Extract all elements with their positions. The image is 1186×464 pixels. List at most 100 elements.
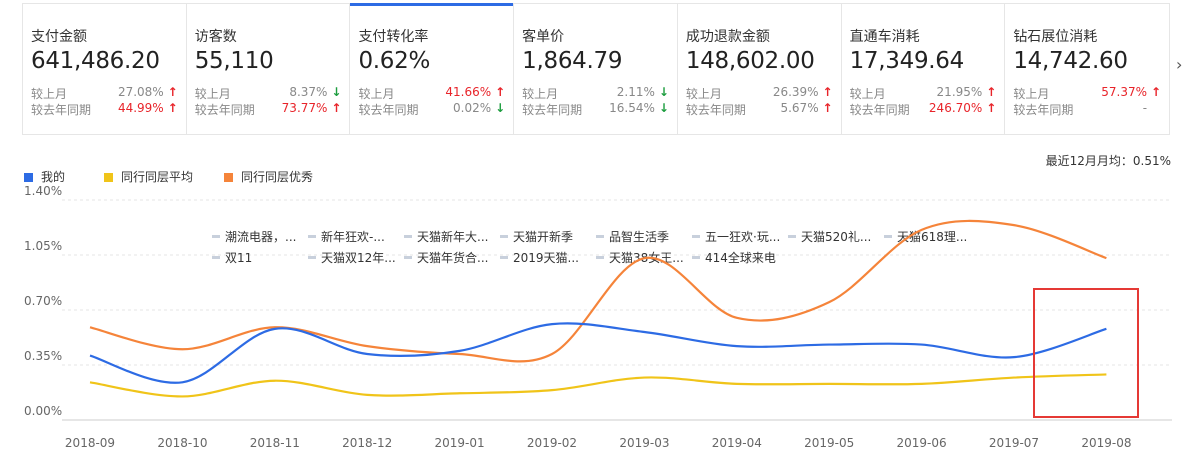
x-tick-label: 2019-04 <box>712 436 762 450</box>
legend-swatch <box>224 173 233 182</box>
metric-title: 客单价 <box>522 29 565 45</box>
arrow-up-icon: ↑ <box>1150 85 1162 99</box>
conversion-rate-line-chart: 0.00% 0.35% 0.70% 1.05% 1.40% 2018-09 2018-10 2… <box>24 185 1172 450</box>
event-label: 天猫开新季 <box>513 229 573 244</box>
comparison-label: 较去年同期 <box>849 103 910 117</box>
comparison-percent: 5.67% <box>780 101 819 115</box>
comparison-percent: 26.39% <box>772 85 819 99</box>
arrow-up-icon: ↑ <box>986 85 997 99</box>
comparison-percent: 0.02% <box>453 101 492 115</box>
metric-card[interactable]: 访客数 55,110 较上月 8.37% ↓ 较去年同期 73.77% ↑ <box>187 4 351 134</box>
x-tick-label: 2019-07 <box>989 436 1039 450</box>
metric-card[interactable]: 成功退款金额 148,602.00 较上月 26.39% ↑ 较去年同期 5.67% ↑ <box>678 4 842 134</box>
legend-item[interactable]: 同行同层平均 <box>104 168 193 185</box>
metric-card[interactable]: 支付金额 641,486.20 较上月 27.08% ↑ 较去年同期 44.99% ↑ <box>23 4 187 134</box>
x-tick-label: 2019-08 <box>1081 436 1131 450</box>
event-marker <box>692 256 700 259</box>
event-marker <box>404 235 412 238</box>
comparison-percent: 2.11% <box>616 85 655 99</box>
arrow-up-icon: ↑ <box>822 101 833 115</box>
legend-swatch <box>24 173 33 182</box>
comparison-percent: 73.77% <box>281 101 328 115</box>
comparison-label: 较上月 <box>194 87 231 101</box>
series-line <box>89 373 1107 398</box>
legend-label: 我的 <box>41 170 66 184</box>
arrow-up-icon: ↑ <box>167 85 178 99</box>
event-label: 2019天猫... <box>513 251 579 265</box>
event-label: 天猫520礼... <box>801 229 871 244</box>
arrow-up-icon: ↑ <box>822 85 833 99</box>
metric-title: 支付转化率 <box>358 29 429 45</box>
comparison-label: 较去年同期 <box>358 103 419 117</box>
metric-value: 0.62% <box>358 48 431 74</box>
highlight-box <box>1033 288 1139 418</box>
comparison-percent: 21.95% <box>936 85 983 99</box>
metric-card[interactable]: 直通车消耗 17,349.64 较上月 21.95% ↑ 较去年同期 246.70% ↑ <box>842 4 1006 134</box>
metric-title: 访客数 <box>194 29 237 45</box>
metric-card[interactable]: 钻石展位消耗 14,742.60 较上月 57.37% ↑ 较去年同期 - <box>1005 4 1169 134</box>
metric-title: 直通车消耗 <box>849 29 920 45</box>
event-label: 五一狂欢·玩... <box>705 229 780 244</box>
legend-label: 同行同层平均 <box>121 170 194 184</box>
legend-swatch <box>104 173 113 182</box>
event-marker <box>788 235 796 238</box>
event-label: 潮流电器，... <box>225 229 296 244</box>
y-tick-label: 0.70% <box>24 294 62 308</box>
comparison-label: 较上月 <box>685 87 722 101</box>
event-label: 天猫新年大... <box>417 229 488 244</box>
event-marker <box>596 256 604 259</box>
metric-value: 55,110 <box>194 48 274 74</box>
comparison-percent: 57.37% <box>1101 85 1148 99</box>
y-tick-label: 1.05% <box>24 239 62 253</box>
arrow-down-icon: ↓ <box>658 85 669 99</box>
event-marker <box>404 256 412 259</box>
x-tick-label: 2018-11 <box>250 436 300 450</box>
comparison-label: 较去年同期 <box>194 103 255 117</box>
metric-value: 148,602.00 <box>685 48 815 74</box>
arrow-up-icon: ↑ <box>331 101 342 115</box>
comparison-label: 较上月 <box>31 87 68 101</box>
comparison-percent: 44.99% <box>117 101 164 115</box>
x-tick-label: 2018-10 <box>157 436 207 450</box>
comparison-percent: - <box>1142 101 1148 115</box>
comparison-percent: 246.70% <box>928 101 983 115</box>
event-marker <box>596 235 604 238</box>
event-marker <box>884 235 892 238</box>
comparison-percent: 41.66% <box>445 85 492 99</box>
metric-card[interactable]: 支付转化率 0.62% 较上月 41.66% ↑ 较去年同期 0.02% ↓ <box>350 3 515 134</box>
x-tick-label: 2019-03 <box>619 436 669 450</box>
y-tick-label: 0.35% <box>24 349 62 363</box>
event-label: 天猫双12年... <box>321 251 396 265</box>
event-marker <box>308 256 316 259</box>
event-label: 品智生活季 <box>609 229 669 244</box>
comparison-label: 较去年同期 <box>685 103 746 117</box>
series-line <box>89 219 1107 363</box>
legend-label: 同行同层优秀 <box>241 170 314 184</box>
arrow-up-icon: ↑ <box>986 101 997 115</box>
x-tick-label: 2019-02 <box>527 436 577 450</box>
arrow-up-icon: ↑ <box>495 85 506 99</box>
event-marker <box>500 256 508 259</box>
event-label: 新年狂欢-... <box>321 229 385 244</box>
metric-value: 641,486.20 <box>31 48 160 74</box>
x-tick-label: 2019-01 <box>435 436 485 450</box>
y-tick-label: 1.40% <box>24 185 62 198</box>
comparison-label: 较去年同期 <box>1013 103 1074 117</box>
comparison-percent: 27.08% <box>117 85 164 99</box>
monthly-average-label: 最近12月月均：0.51% <box>1045 154 1171 168</box>
event-marker <box>500 235 508 238</box>
legend-item[interactable]: 同行同层优秀 <box>224 168 313 185</box>
comparison-label: 较去年同期 <box>31 103 92 117</box>
metric-title: 支付金额 <box>31 29 87 45</box>
event-marker <box>212 256 220 259</box>
event-marker <box>308 235 316 238</box>
metric-value: 17,349.64 <box>849 48 965 74</box>
arrow-down-icon: ↓ <box>495 101 506 115</box>
legend-item[interactable]: 我的 <box>24 168 65 185</box>
metric-card[interactable]: 客单价 1,864.79 较上月 2.11% ↓ 较去年同期 16.54% ↓ <box>514 4 678 134</box>
comparison-label: 较去年同期 <box>522 103 583 117</box>
arrow-down-icon: ↓ <box>658 101 669 115</box>
event-label: 414全球来电 <box>705 250 776 265</box>
x-tick-label: 2019-06 <box>897 436 947 450</box>
next-arrow-icon[interactable]: › <box>1176 55 1183 74</box>
